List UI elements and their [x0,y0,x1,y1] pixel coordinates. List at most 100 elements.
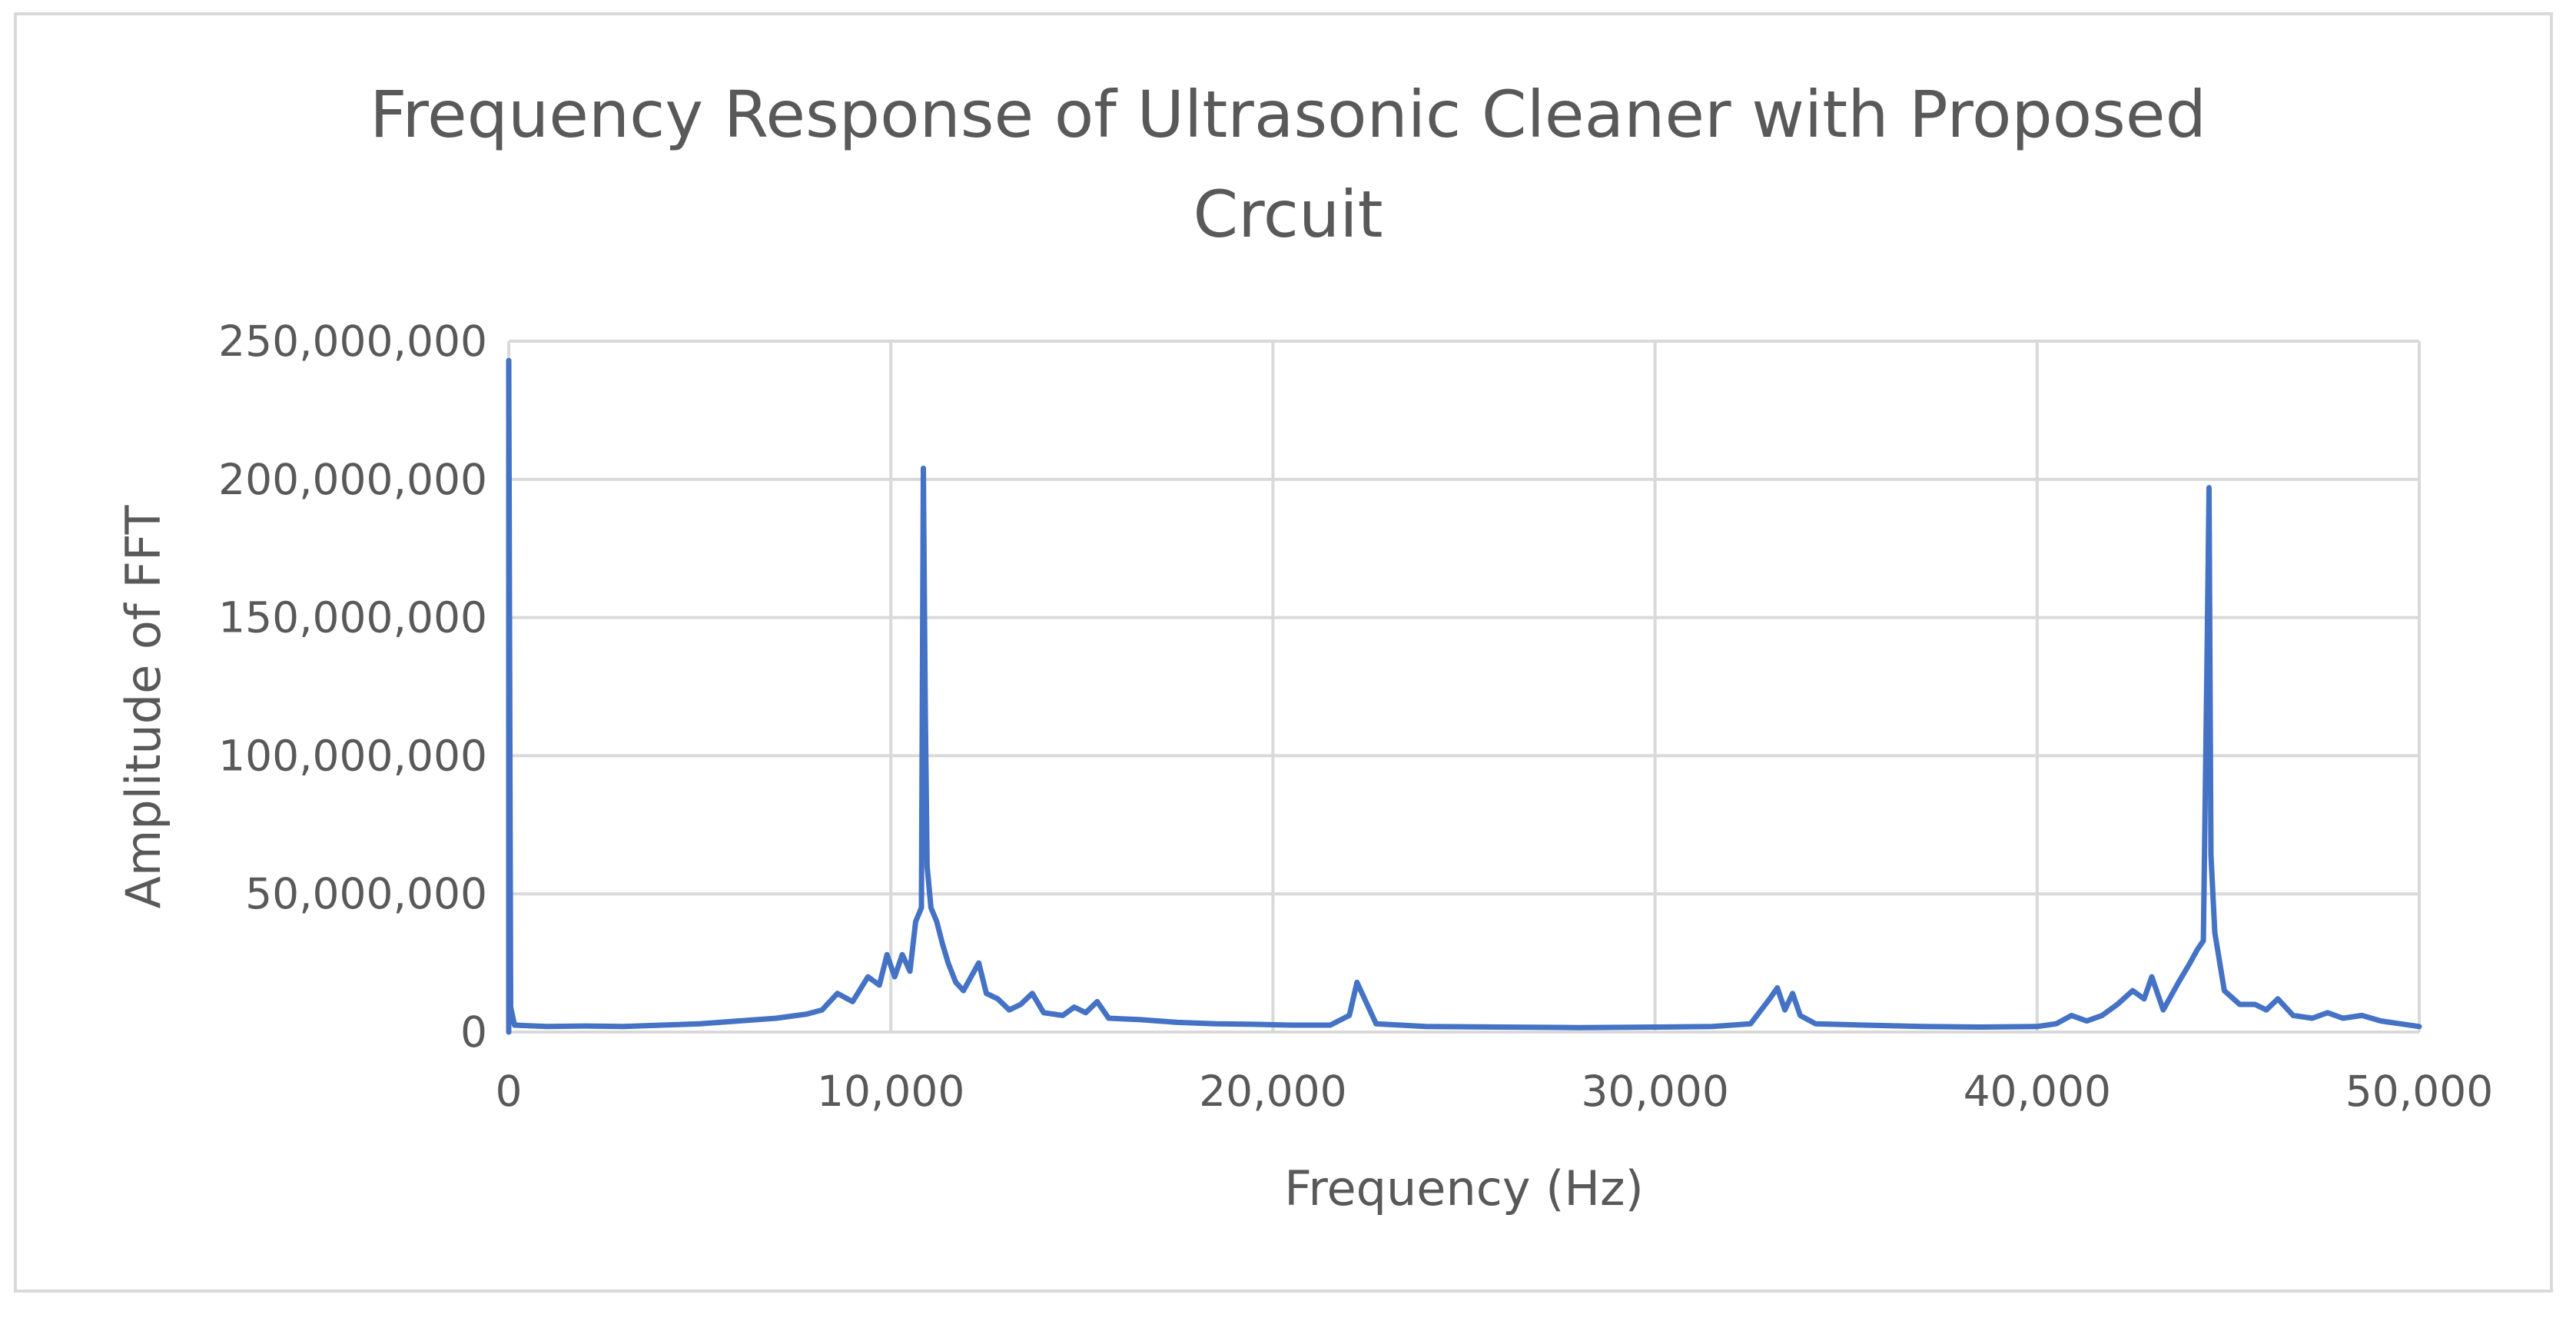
data-point [2276,996,2280,1001]
data-point [2205,642,2210,648]
data-point [1094,999,1100,1004]
data-point [953,980,958,985]
data-point [1813,1021,1818,1027]
chart-title-line-2: Crcuit [1193,177,1383,252]
data-point [2053,1021,2059,1027]
series-line [506,357,2422,1035]
data-point [835,991,840,996]
data-point [1798,1013,1803,1018]
data-point [583,1024,588,1029]
y-tick-label: 50,000,000 [245,869,487,918]
data-point [908,968,913,974]
data-point [1373,1021,1379,1027]
data-point [1328,1023,1333,1027]
data-point [900,952,905,958]
data-point [1137,1017,1142,1022]
data-point [2325,1010,2330,1015]
data-point [940,941,945,946]
data-point [1213,1021,1218,1027]
data-point [968,974,974,980]
data-point [1782,1007,1788,1013]
data-point [1499,1024,1505,1030]
data-point [1748,1021,1753,1027]
gridlines [507,340,2421,1034]
data-point [995,996,1001,1001]
data-point [1652,1024,1658,1030]
data-point [1083,1010,1088,1015]
y-tick-label: 0 [460,1007,487,1057]
data-point [2209,852,2213,858]
data-point [2213,930,2217,935]
data-point [2206,485,2212,490]
data-point [1071,1004,1077,1010]
data-point [913,919,918,924]
series-layer [506,357,2422,1035]
data-point [544,1024,549,1029]
x-tick-label: 50,000 [2345,1067,2493,1116]
data-point [877,982,882,987]
data-point [1774,985,1780,991]
data-point [1767,996,1772,1001]
data-point [2115,1002,2120,1007]
data-point [2264,1007,2269,1013]
data-point [2160,1007,2166,1013]
x-tick-label: 0 [496,1067,523,1116]
data-point [850,999,855,1004]
data-point [865,974,871,980]
data-point [984,991,989,996]
data-point [621,1024,626,1029]
data-point [1030,991,1035,996]
data-point [2100,1013,2105,1018]
data-point [2195,947,2200,952]
data-point [506,358,511,363]
data-point [2176,980,2181,985]
y-tick-label: 200,000,000 [218,455,487,504]
data-point [1354,980,1359,985]
y-tick-label: 150,000,000 [218,593,487,642]
data-point [1041,1010,1047,1015]
data-point [804,1011,809,1017]
data-point [1863,1023,1868,1027]
data-point [919,905,924,911]
x-tick-label: 10,000 [817,1067,964,1116]
x-axis-title: Frequency (Hz) [1284,1160,1644,1216]
data-point [1290,1023,1295,1027]
data-point [945,961,951,966]
data-point [1710,1024,1715,1029]
data-point [1977,1024,1983,1030]
data-point [508,1004,513,1010]
data-point [1346,1013,1352,1018]
data-point [928,905,934,911]
data-point [1790,991,1795,996]
chart-title-line-1: Frequency Response of Ultrasonic Cleaner… [370,77,2206,152]
tick-labels: 0 50,000,000 100,000,000 150,000,000 200,000… [218,317,2493,1116]
data-point [885,952,890,958]
data-point [2398,1021,2403,1027]
y-tick-label: 250,000,000 [218,317,487,366]
data-point [1018,1002,1024,1007]
data-point [934,919,939,924]
data-point [921,466,926,471]
data-point [961,988,966,994]
data-point [1576,1025,1582,1031]
data-point [922,698,928,703]
data-point [2130,988,2136,994]
data-point [892,974,898,980]
data-point [925,864,930,869]
data-point [1920,1024,1925,1029]
data-point [2417,1024,2422,1029]
x-tick-label: 30,000 [1581,1067,1728,1116]
data-point [659,1023,664,1027]
data-point [2309,1016,2315,1021]
data-point [976,961,981,966]
data-point [697,1021,702,1027]
x-tick-label: 40,000 [1964,1067,2111,1116]
data-point [2201,938,2206,944]
data-point [2290,1013,2295,1018]
data-point [1060,1013,1065,1018]
data-point [512,1023,517,1027]
data-point [1423,1024,1429,1029]
data-point [1007,1007,1012,1013]
data-point [1106,1016,1111,1021]
